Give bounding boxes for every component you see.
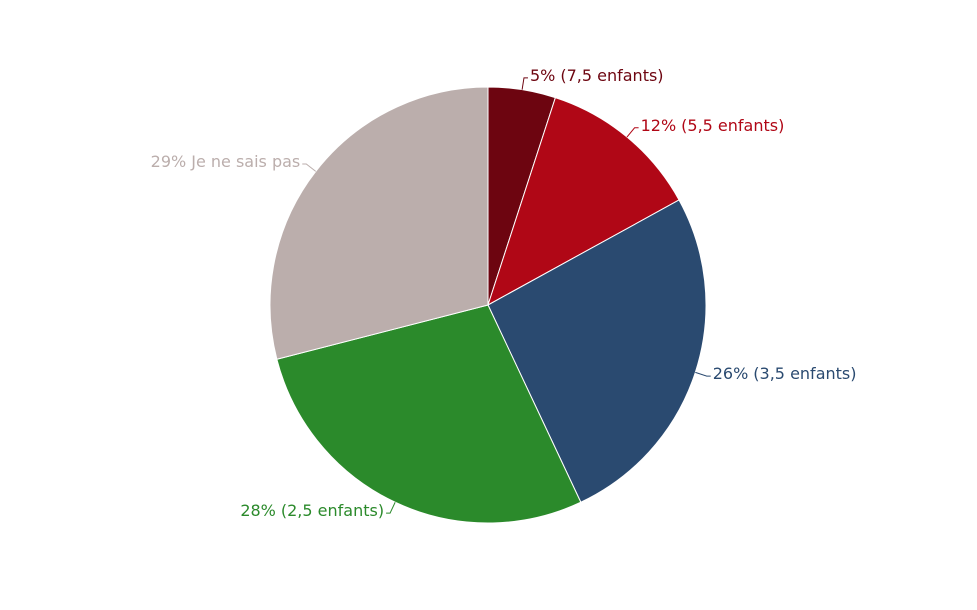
leader-line — [386, 502, 396, 514]
label-category: (2,5 enfants) — [281, 501, 384, 520]
label-percent: 12% — [641, 115, 677, 134]
pie-slice — [487, 199, 707, 503]
data-label: 26% (3,5 enfants) — [713, 364, 857, 383]
pie-slice — [276, 304, 582, 524]
data-label: 28% (2,5 enfants) — [240, 501, 384, 520]
label-percent: 26% — [713, 364, 749, 383]
label-percent: 28% — [240, 501, 276, 520]
label-category: (3,5 enfants) — [753, 364, 856, 383]
leader-line — [521, 77, 528, 90]
leader-line — [626, 127, 639, 138]
data-label: 5% (7,5 enfants) — [530, 65, 664, 84]
data-label: 12% (5,5 enfants) — [641, 115, 785, 134]
label-category: Je ne sais pas — [190, 152, 300, 171]
label-percent: 5% — [530, 65, 555, 84]
label-percent: 29% — [151, 152, 187, 171]
data-label: 29% Je ne sais pas — [151, 152, 301, 171]
label-category: (5,5 enfants) — [681, 115, 784, 134]
leader-line — [302, 163, 317, 172]
pie-slice — [269, 86, 489, 360]
label-category: (7,5 enfants) — [560, 65, 663, 84]
leader-line — [695, 371, 711, 377]
